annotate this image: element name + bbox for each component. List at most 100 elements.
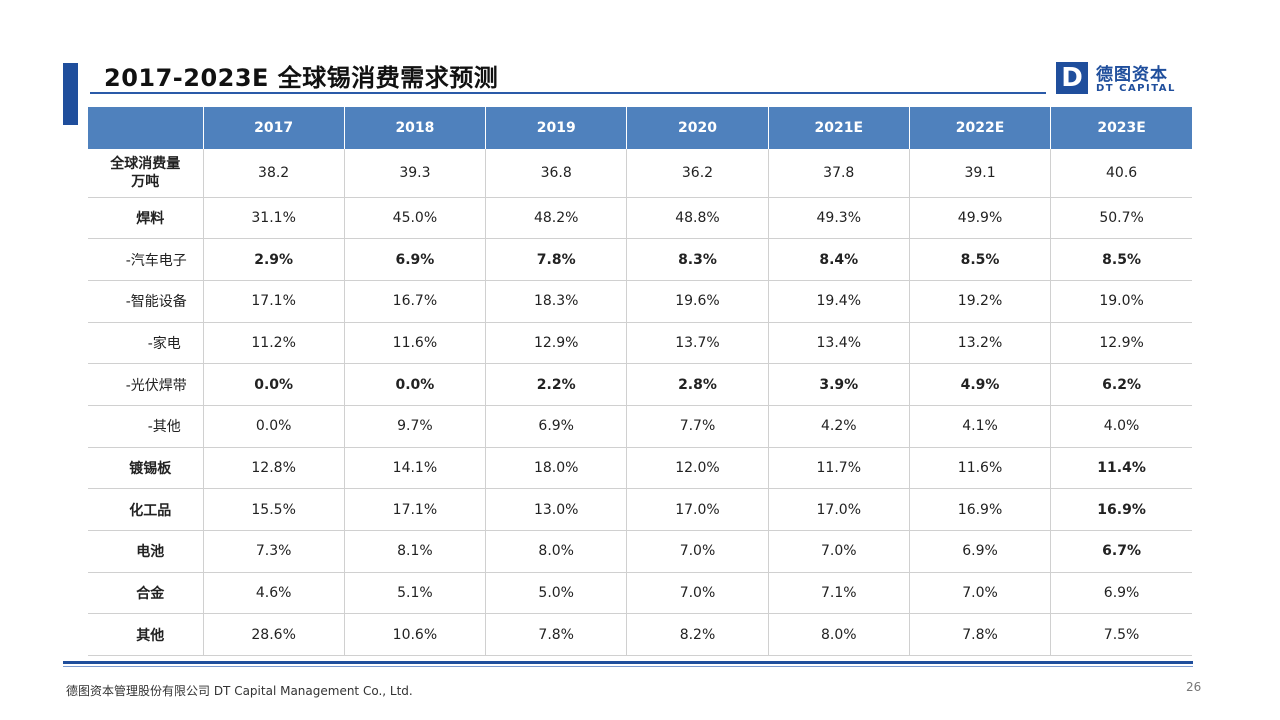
- table-cell: 45.0%: [343, 197, 486, 240]
- table-cell: 19.2%: [908, 280, 1051, 323]
- logo-name-cn: 德图资本: [1096, 65, 1168, 85]
- table-cell: 16.7%: [343, 280, 486, 323]
- table-cell: 11.2%: [202, 322, 345, 365]
- table-cell: 7.1%: [767, 572, 910, 615]
- footer-company: 德图资本管理股份有限公司 DT Capital Management Co., …: [66, 684, 413, 698]
- table-cell: 4.1%: [908, 405, 1051, 448]
- table-cell: 7.0%: [908, 572, 1051, 615]
- table-cell: 36.8: [485, 149, 627, 198]
- table-cell: 16.9%: [908, 488, 1051, 531]
- table-cell: 5.1%: [343, 572, 486, 615]
- table-cell: 17.1%: [202, 280, 345, 323]
- table-cell: 9.7%: [343, 405, 486, 448]
- table-cell: 8.5%: [908, 238, 1051, 281]
- row-label: -汽车电子: [88, 238, 203, 281]
- table-cell: 18.3%: [485, 280, 627, 323]
- table-cell: 48.2%: [485, 197, 627, 240]
- table-cell: 8.2%: [626, 613, 769, 657]
- table-cell: 8.3%: [626, 238, 769, 281]
- table-row: 其他 28.6% 10.6% 7.8% 8.2% 8.0% 7.8% 7.5%: [88, 613, 1192, 657]
- header-cell-year: 2020: [626, 107, 769, 149]
- row-label: 焊料: [88, 197, 203, 240]
- table-cell: 13.2%: [908, 322, 1051, 365]
- table-cell: 8.1%: [343, 530, 486, 573]
- row-label: 合金: [88, 572, 203, 615]
- table-cell: 17.0%: [626, 488, 769, 531]
- page-title: 2017-2023E 全球锡消费需求预测: [104, 64, 499, 92]
- table-cell: 6.9%: [908, 530, 1051, 573]
- table-cell: 36.2: [626, 149, 769, 198]
- row-label: -智能设备: [88, 280, 203, 323]
- table-cell: 11.6%: [343, 322, 486, 365]
- table-cell: 4.2%: [767, 405, 910, 448]
- table-row: 全球消费量 万吨 38.2 39.3 36.8 36.2 37.8 39.1 40.6: [88, 149, 1192, 198]
- row-label: -其他: [88, 405, 203, 448]
- logo-name-en: DT CAPITAL: [1096, 83, 1176, 94]
- logo-mark-icon: D: [1056, 62, 1088, 94]
- table-row: -其他 0.0% 9.7% 6.9% 7.7% 4.2% 4.1% 4.0%: [88, 405, 1192, 448]
- table-row: -汽车电子 2.9% 6.9% 7.8% 8.3% 8.4% 8.5% 8.5%: [88, 238, 1192, 281]
- table-cell: 11.7%: [767, 447, 910, 490]
- table-row: 镀锡板 12.8% 14.1% 18.0% 12.0% 11.7% 11.6% 11.4%: [88, 447, 1192, 490]
- page-number: 26: [1186, 680, 1202, 694]
- footer-divider: [63, 661, 1193, 664]
- table-cell: 49.3%: [767, 197, 910, 240]
- table-row: -光伏焊带 0.0% 0.0% 2.2% 2.8% 3.9% 4.9% 6.2%: [88, 363, 1192, 406]
- title-accent-bar: [63, 63, 78, 125]
- table-cell: 50.7%: [1050, 197, 1192, 240]
- table-cell: 39.3: [343, 149, 486, 198]
- table-cell: 11.4%: [1050, 447, 1192, 490]
- table-cell: 12.9%: [1050, 322, 1192, 365]
- row-label: -家电: [88, 322, 203, 365]
- table-cell: 2.8%: [626, 363, 769, 406]
- header-cell-year: 2021E: [767, 107, 910, 149]
- table-cell: 6.9%: [343, 238, 486, 281]
- header-cell-year: 2022E: [908, 107, 1051, 149]
- table-cell: 0.0%: [343, 363, 486, 406]
- row-label: 其他: [88, 613, 203, 657]
- table-cell: 8.0%: [767, 613, 910, 657]
- row-label: 化工品: [88, 488, 203, 531]
- table-cell: 19.6%: [626, 280, 769, 323]
- table-cell: 31.1%: [202, 197, 345, 240]
- table-cell: 13.7%: [626, 322, 769, 365]
- table-cell: 15.5%: [202, 488, 345, 531]
- table-cell: 7.8%: [485, 238, 627, 281]
- table-cell: 16.9%: [1050, 488, 1192, 531]
- tin-consumption-table: 2017 2018 2019 2020 2021E 2022E 2023E 全球消费量 万吨 3…: [88, 107, 1192, 657]
- table-cell: 0.0%: [202, 405, 345, 448]
- table-cell: 10.6%: [343, 613, 486, 657]
- table-cell: 4.9%: [908, 363, 1051, 406]
- table-row: -智能设备 17.1% 16.7% 18.3% 19.6% 19.4% 19.2% 19.0%: [88, 280, 1192, 323]
- table-cell: 11.6%: [908, 447, 1051, 490]
- table-cell: 8.0%: [485, 530, 627, 573]
- table-cell: 17.0%: [767, 488, 910, 531]
- table-cell: 6.2%: [1050, 363, 1192, 406]
- table-cell: 4.0%: [1050, 405, 1192, 448]
- table-cell: 13.4%: [767, 322, 910, 365]
- header-cell-label: [88, 107, 203, 149]
- table-cell: 7.7%: [626, 405, 769, 448]
- table-cell: 0.0%: [202, 363, 345, 406]
- table-cell: 8.5%: [1050, 238, 1192, 281]
- table-body: 全球消费量 万吨 38.2 39.3 36.8 36.2 37.8 39.1 40.6 焊料 31.…: [88, 149, 1192, 657]
- row-label: -光伏焊带: [88, 363, 203, 406]
- table-cell: 17.1%: [343, 488, 486, 531]
- table-cell: 7.0%: [626, 530, 769, 573]
- table-cell: 14.1%: [343, 447, 486, 490]
- header-cell-year: 2019: [485, 107, 627, 149]
- row-label: 电池: [88, 530, 203, 573]
- table-cell: 19.0%: [1050, 280, 1192, 323]
- table-cell: 48.8%: [626, 197, 769, 240]
- table-cell: 4.6%: [202, 572, 345, 615]
- table-row: 合金 4.6% 5.1% 5.0% 7.0% 7.1% 7.0% 6.9%: [88, 572, 1192, 615]
- table-cell: 7.3%: [202, 530, 345, 573]
- table-cell: 18.0%: [485, 447, 627, 490]
- table-cell: 3.9%: [767, 363, 910, 406]
- table-cell: 37.8: [767, 149, 910, 198]
- table-cell: 38.2: [202, 149, 345, 198]
- header-cell-year: 2023E: [1050, 107, 1192, 149]
- table-row: -家电 11.2% 11.6% 12.9% 13.7% 13.4% 13.2% 12.9%: [88, 322, 1192, 365]
- table-cell: 7.5%: [1050, 613, 1192, 657]
- table-cell: 13.0%: [485, 488, 627, 531]
